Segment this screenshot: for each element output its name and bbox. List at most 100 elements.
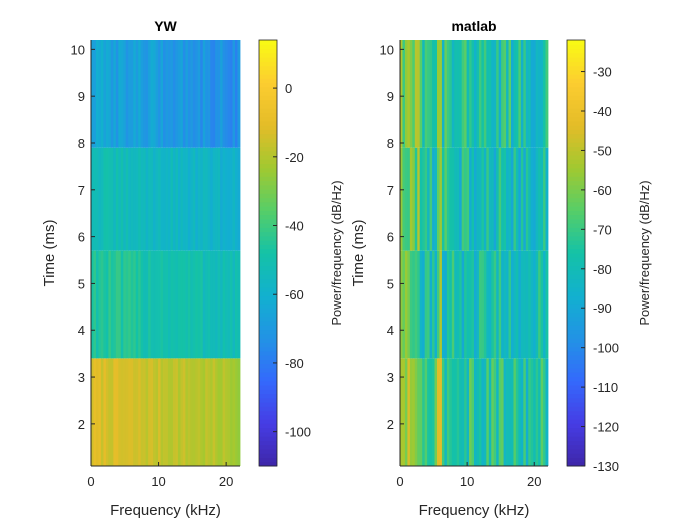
heatmap-cell [503,250,507,359]
heatmap-cell [155,147,159,251]
colorbar-swatch [259,282,277,288]
heatmap-cell [481,147,485,251]
heatmap-cell [464,147,467,251]
heatmap-cell [113,358,117,466]
y-tick-label: 6 [387,230,394,245]
heatmap-cell [429,147,433,251]
heatmap-cell [493,358,497,466]
heatmap-cell [220,358,224,466]
colorbar: -30 -40 -50 -60 -70 -80 -90 -100 -110 -120 -130 Pow… [566,39,652,474]
heatmap-cell [419,40,423,148]
heatmap-cell [523,250,527,359]
heatmap-cell [469,40,472,148]
heatmap-cell [508,250,512,359]
heatmap-cell [163,358,166,466]
heatmap-cell [170,40,174,148]
heatmap-cell [197,250,201,359]
colorbar-swatch [567,329,585,335]
colorbar-swatch [567,333,585,339]
heatmap-cell [422,147,426,251]
heatmap-cell [182,358,186,466]
colorbar-swatch [567,163,585,169]
colorbar-swatch [259,214,277,220]
heatmap-cell [220,40,224,148]
heatmap-cell [172,147,176,251]
heatmap-cell [422,250,426,359]
colorbar-swatch [259,363,277,369]
heatmap-cell [417,358,421,466]
colorbar-swatch [259,116,277,122]
heatmap-cell [155,40,159,148]
heatmap-cell [217,40,221,148]
heatmap-cell [515,40,519,148]
heatmap-cell [95,147,99,251]
heatmap-cell [439,40,443,148]
colorbar-swatch [567,372,585,378]
colorbar-swatch [567,108,585,113]
colorbar-swatch [259,57,277,62]
colorbar-swatch [567,368,585,373]
colorbar-swatch [259,423,277,429]
colorbar-swatch [259,299,277,305]
heatmap-cell [180,147,184,251]
heatmap-cell [158,40,161,148]
colorbar-swatch [259,338,277,343]
heatmap-cell [535,147,539,251]
heatmap-cell [135,40,139,148]
heatmap-cell [481,40,485,148]
heatmap-cell [459,358,463,466]
heatmap-cell [439,358,443,466]
heatmap-cell [501,147,504,251]
heatmap-cell [120,250,124,359]
colorbar-swatch [567,423,585,429]
colorbar-swatch [567,120,585,126]
heatmap-cell [175,358,179,466]
colorbar-swatch [259,329,277,335]
heatmap-cell [441,40,445,148]
colorbar-swatch [567,86,585,92]
heatmap-cell [187,250,191,359]
colorbar-swatch [259,312,277,318]
colorbar-swatch [567,40,585,45]
heatmap-cell [535,40,539,148]
heatmap-cell [506,147,509,251]
heatmap-cell [237,147,241,251]
heatmap-cell [182,40,186,148]
heatmap-cell [225,358,228,466]
heatmap-cell [545,147,549,251]
heatmap-cell [125,358,129,466]
heatmap-cell [165,40,169,148]
heatmap-cell [217,147,221,251]
colorbar-swatch [259,40,277,45]
heatmap-cells [91,40,241,466]
heatmap-cell [427,358,430,466]
heatmap-cell [98,250,102,359]
heatmap-cell [400,147,403,251]
colorbar-swatch [259,448,277,454]
heatmap-cell [520,358,524,466]
heatmap-cell [210,250,214,359]
heatmap-cell [205,147,209,251]
heatmap-cell [437,358,440,466]
heatmap-cell [212,250,216,359]
colorbar-swatch [567,112,585,118]
heatmap-cell [200,147,204,251]
heatmap-cell [476,358,480,466]
spectrogram-panel-matlab: 0 10 20 2 3 4 5 6 7 8 9 10 matlab Frequency (kHz) Time… [350,18,652,519]
y-tick-label: 9 [387,89,394,104]
y-tick-label: 8 [78,136,85,151]
colorbar-swatch [567,65,585,71]
heatmap-cell [533,358,537,466]
heatmap-cell [165,358,169,466]
heatmap-cell [454,358,458,466]
heatmap-cell [177,147,181,251]
heatmap-cell [212,40,216,148]
y-tick-label: 10 [71,42,85,57]
heatmap-cell [498,147,502,251]
heatmap-cell [182,250,186,359]
heatmap-cell [471,250,475,359]
colorbar-swatch [259,431,277,437]
heatmap-cell [95,250,99,359]
heatmap-cell [148,40,151,148]
heatmap-cell [486,40,490,148]
